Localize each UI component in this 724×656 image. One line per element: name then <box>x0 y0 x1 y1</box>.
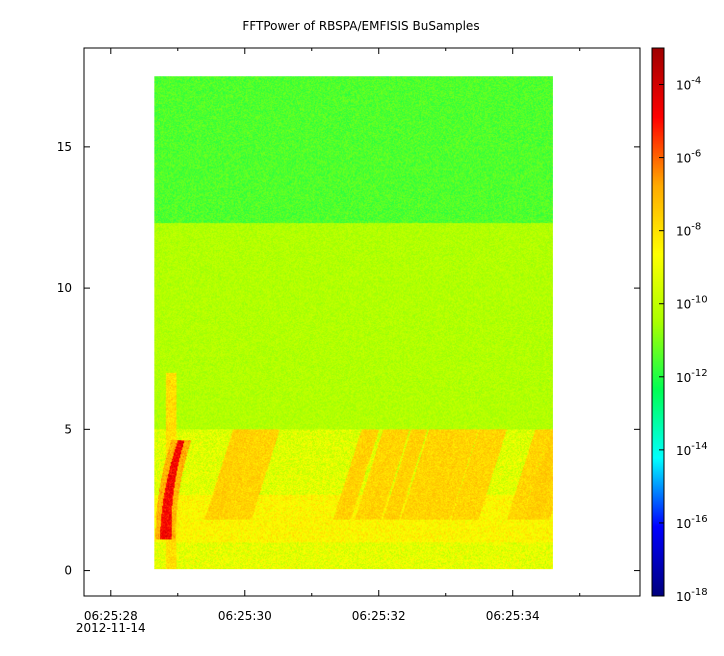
colorbar-tick-label: 10-6 <box>676 149 701 166</box>
y-axis: 0 5 10 15 <box>57 140 640 578</box>
y-tick-label: 15 <box>57 140 72 154</box>
colorbar-tick-label: 10-16 <box>676 514 708 531</box>
colorbar <box>652 48 664 596</box>
colorbar-tick-label: 10-4 <box>676 76 701 93</box>
colorbar-tick-label: 10-14 <box>676 441 708 458</box>
x-tick-label: 06:25:28 <box>84 609 138 623</box>
y-tick-label: 5 <box>64 422 72 436</box>
spectrogram-heatmap <box>154 76 553 570</box>
x-tick-label: 06:25:32 <box>352 609 406 623</box>
colorbar-axis: 10-4 10-6 10-8 10-10 10-12 10-14 10-16 10-18 <box>659 76 708 604</box>
x-tick-label: 06:25:30 <box>218 609 272 623</box>
colorbar-tick-label: 10-10 <box>676 295 708 312</box>
colorbar-frame <box>651 47 665 597</box>
chart-title: FFTPower of RBSPA/EMFISIS BuSamples <box>242 19 479 33</box>
colorbar-tick-label: 10-18 <box>676 587 708 604</box>
y-tick-label: 0 <box>64 564 72 578</box>
colorbar-tick-label: 10-8 <box>676 222 701 239</box>
y-tick-label: 10 <box>57 281 72 295</box>
x-tick-label: 06:25:34 <box>486 609 540 623</box>
colorbar-tick-label: 10-12 <box>676 368 708 385</box>
x-tick-date-label: 2012-11-14 <box>76 621 146 635</box>
